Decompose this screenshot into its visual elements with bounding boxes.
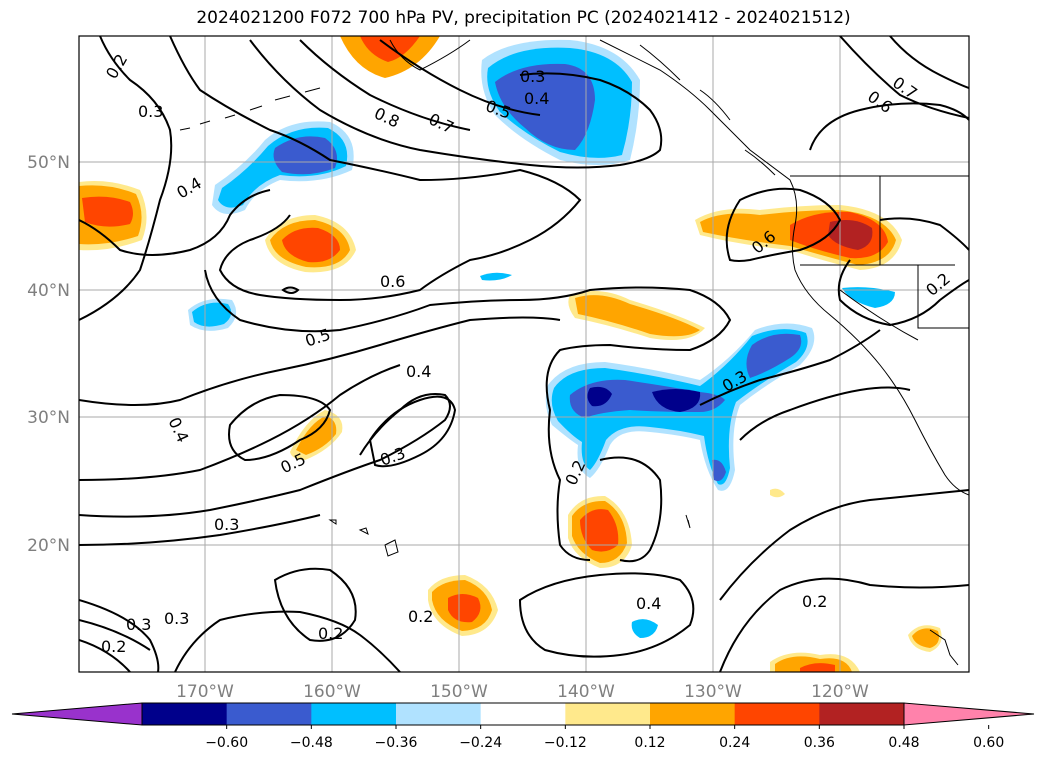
lat-label: 20°N xyxy=(27,536,70,556)
colorbar-frame xyxy=(141,702,905,726)
colorbar-tick-label: 0.48 xyxy=(888,735,919,751)
colorbar-segment xyxy=(142,703,228,725)
lon-label: 130°W xyxy=(684,682,742,702)
map-title: 2024021200 F072 700 hPa PV, precipitatio… xyxy=(196,8,851,28)
contour-label: 0.2 xyxy=(802,592,827,611)
colorbar-tick-label: 0.24 xyxy=(719,735,750,751)
contour-label: 0.3 xyxy=(520,67,545,86)
longitude-labels: 170°W 160°W 150°W 140°W 130°W 120°W xyxy=(176,682,869,702)
colorbar-segment xyxy=(226,703,312,725)
colorbar-segment xyxy=(819,703,905,725)
colorbar-tick-label: 0.12 xyxy=(634,735,665,751)
colorbar-tick-label: −0.48 xyxy=(290,735,333,751)
lat-label: 40°N xyxy=(27,281,70,301)
contour-label: 0.3 xyxy=(138,102,163,121)
colorbar-tick-label: 0.36 xyxy=(804,735,835,751)
colorbar-tick-label: 0.60 xyxy=(973,735,1004,751)
colorbar-segment xyxy=(734,703,820,725)
contour-label: 0.3 xyxy=(164,609,189,628)
colorbar-tick-label: −0.24 xyxy=(459,735,502,751)
colorbar-tick-label: −0.36 xyxy=(375,735,418,751)
contour-label: 0.3 xyxy=(126,615,151,634)
lat-label: 50°N xyxy=(27,153,70,173)
coastlines xyxy=(179,39,969,666)
lon-label: 140°W xyxy=(557,682,615,702)
latitude-labels: 50°N 40°N 30°N 20°N xyxy=(27,153,70,556)
colorbar-tick-label: −0.60 xyxy=(205,735,248,751)
colorbar: −0.60 −0.48 −0.36 −0.24 −0.12 0.12 0.24 0.36 0.4… xyxy=(11,702,1035,751)
lon-label: 160°W xyxy=(303,682,361,702)
colorbar-tick-label: −0.12 xyxy=(544,735,587,751)
colorbar-extend-high xyxy=(903,702,1035,726)
contour-label: 0.4 xyxy=(636,594,661,613)
colorbar-segment xyxy=(311,703,397,725)
contour-label: 0.4 xyxy=(524,89,549,108)
colorbar-segment xyxy=(650,703,736,725)
map-panel xyxy=(79,36,969,672)
colorbar-extend-low xyxy=(11,702,143,726)
contour-label: 0.4 xyxy=(406,362,431,381)
contour-label: 0.2 xyxy=(101,637,126,656)
lon-label: 150°W xyxy=(430,682,488,702)
contour-label: 0.2 xyxy=(318,624,343,643)
colorbar-segment xyxy=(565,703,651,725)
lat-label: 30°N xyxy=(27,408,70,428)
contour-label: 0.3 xyxy=(214,515,239,534)
contour-labels: 0.2 0.3 0.8 0.7 0.3 0.4 0.5 0.7 0.6 0.4 … xyxy=(101,51,954,656)
colorbar-segment xyxy=(396,703,482,725)
contour-label: 0.2 xyxy=(408,607,433,626)
map-frame xyxy=(78,35,970,673)
pv-contours xyxy=(79,36,969,672)
lon-label: 120°W xyxy=(811,682,869,702)
colorbar-segment xyxy=(480,703,566,725)
lon-label: 170°W xyxy=(176,682,234,702)
contour-label: 0.6 xyxy=(380,272,405,291)
precip-shading xyxy=(79,36,942,672)
